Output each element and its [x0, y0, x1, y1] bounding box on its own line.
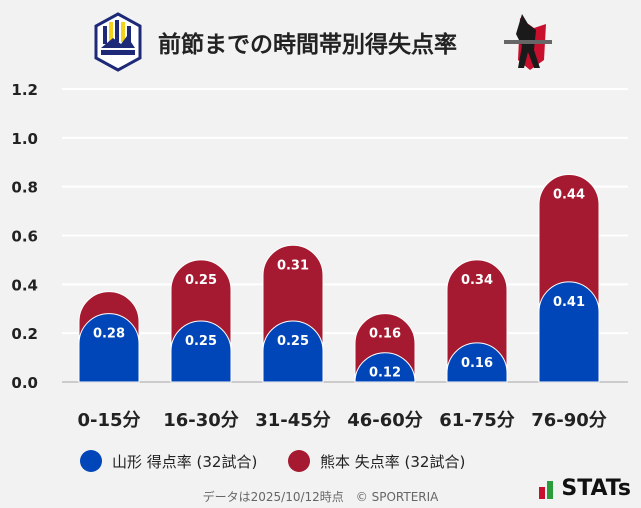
- footer-note: データは2025/10/12時点 © SPORTERIA: [202, 490, 439, 504]
- data-label-yamagata: 0.16: [461, 356, 493, 371]
- bar-yamagata: [446, 342, 508, 383]
- x-tick-label: 16-30分: [163, 410, 239, 431]
- bar-yamagata: [538, 281, 600, 383]
- legend-label-yamagata: 山形 得点率 (32試合): [112, 452, 258, 471]
- y-tick-label: 0.4: [11, 276, 38, 294]
- legend-label-kumamoto: 熊本 失点率 (32試合): [320, 452, 466, 471]
- bar-yamagata: [262, 320, 324, 383]
- data-label-yamagata: 0.25: [185, 334, 217, 349]
- x-tick-label: 31-45分: [255, 410, 331, 431]
- y-tick-label: 0.2: [11, 325, 38, 343]
- x-tick-label: 46-60分: [347, 410, 423, 431]
- legend-item-yamagata: 山形 得点率 (32試合): [80, 450, 257, 472]
- data-label-yamagata: 0.12: [369, 366, 401, 381]
- legend-swatch-yamagata: [80, 450, 102, 472]
- data-label-kumamoto: 0.16: [369, 327, 401, 342]
- stats-brand-text: STATs: [561, 476, 631, 501]
- y-tick-label: 1.0: [11, 130, 38, 148]
- y-tick-label: 0.8: [11, 179, 38, 197]
- kumamoto-logo: [504, 14, 552, 70]
- bar-yamagata: [170, 320, 232, 383]
- x-tick-label: 0-15分: [77, 410, 140, 431]
- bar-yamagata: [354, 352, 416, 383]
- x-tick-label: 76-90分: [531, 410, 607, 431]
- y-tick-label: 1.2: [11, 81, 38, 99]
- data-label-yamagata: 0.28: [93, 327, 125, 342]
- data-label-kumamoto: 0.44: [553, 187, 585, 202]
- y-tick-label: 0.6: [11, 228, 38, 246]
- chart-title: 前節までの時間帯別得失点率: [158, 32, 457, 58]
- stats-logo-icon: [539, 480, 554, 499]
- stats-brand: STATs: [539, 476, 631, 501]
- x-tick-label: 61-75分: [439, 410, 515, 431]
- legend-swatch-kumamoto: [288, 450, 310, 472]
- bar-chart: 0.0 0.2 0.4 0.6 0.8 1.0 1.2 0.28 0-15分 0.25 0.25 16…: [11, 81, 628, 431]
- data-label-kumamoto: 0.34: [461, 273, 493, 288]
- yamagata-logo: [94, 12, 142, 72]
- bar-yamagata: [78, 313, 140, 383]
- y-tick-label: 0.0: [11, 374, 38, 392]
- data-label-yamagata: 0.41: [553, 295, 585, 310]
- data-label-kumamoto: 0.25: [185, 273, 217, 288]
- legend-item-kumamoto: 熊本 失点率 (32試合): [288, 450, 465, 472]
- data-label-kumamoto: 0.31: [277, 258, 309, 273]
- data-label-yamagata: 0.25: [277, 334, 309, 349]
